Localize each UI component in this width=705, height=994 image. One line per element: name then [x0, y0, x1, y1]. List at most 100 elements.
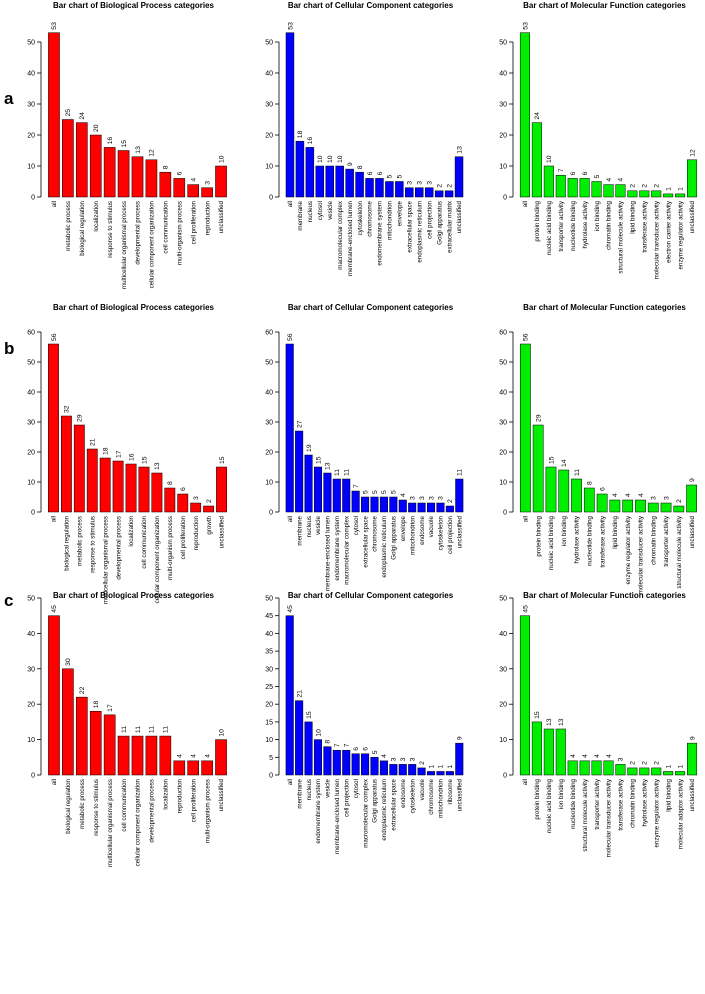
bar-value-label: 14 — [561, 459, 568, 467]
bar-value-label: 5 — [397, 175, 404, 179]
bar-value-label: 5 — [387, 175, 394, 179]
bar-13 — [398, 499, 407, 513]
bar-value-label: 6 — [582, 171, 589, 175]
bar-value-label: 12 — [149, 149, 156, 157]
bar-value-label: 13 — [558, 718, 565, 726]
category-label: cellular component organization — [149, 200, 156, 288]
category-label: all — [51, 201, 58, 207]
bar-15 — [687, 159, 698, 198]
bar-15 — [687, 742, 698, 776]
bar-value-label: 2 — [436, 184, 443, 188]
bar-9 — [615, 184, 626, 198]
bar-6 — [335, 165, 344, 198]
bar-value-label: 9 — [689, 736, 696, 740]
bar-6 — [112, 460, 124, 513]
chart-title: Bar chart of Biological Process categori… — [53, 591, 214, 600]
category-label: biological regulation — [64, 515, 71, 570]
bar-4 — [555, 728, 566, 776]
y-tick-label: 30 — [265, 420, 273, 427]
y-tick-label: 20 — [499, 133, 507, 140]
bar-1 — [285, 615, 294, 776]
bar-10 — [173, 178, 186, 198]
bar-9 — [365, 178, 374, 198]
bar-10 — [375, 178, 384, 198]
category-label: cell proliferation — [190, 200, 197, 244]
chart-title: Bar chart of Molecular Function categori… — [523, 591, 686, 600]
bar-value-label: 7 — [353, 484, 360, 488]
bar-value-label: 3 — [663, 496, 670, 500]
category-label: endomembrane system — [377, 201, 384, 266]
bar-value-label: 13 — [325, 462, 332, 470]
bar-value-label: 15 — [121, 140, 128, 148]
bar-value-label: 8 — [163, 165, 170, 169]
bar-value-label: 8 — [357, 165, 364, 169]
bar-2 — [295, 430, 304, 513]
bar-value-label: 22 — [79, 686, 86, 694]
y-tick-label: 50 — [499, 40, 507, 47]
bar-value-label: 7 — [334, 743, 341, 747]
bar-value-label: 25 — [65, 109, 72, 117]
bar-7 — [131, 156, 144, 198]
bar-4 — [315, 165, 325, 198]
bar-value-label: 6 — [367, 171, 374, 175]
category-label: endosome — [419, 515, 426, 544]
bar-value-label: 3 — [193, 496, 200, 500]
bar-18 — [454, 156, 464, 198]
bar-2 — [62, 668, 74, 776]
y-tick-label: 30 — [499, 666, 507, 673]
category-label: macromolecular complex — [343, 515, 350, 585]
bar-8 — [145, 159, 158, 198]
bar-11 — [647, 502, 659, 513]
bar-value-label: 1 — [665, 764, 672, 768]
category-label: metabolic process — [79, 779, 86, 829]
bar-value-label: 24 — [79, 112, 86, 120]
bar-11 — [639, 767, 650, 776]
bar-16 — [434, 190, 444, 198]
category-label: protein binding — [535, 515, 542, 556]
y-tick-label: 10 — [499, 480, 507, 487]
y-tick-label: 10 — [265, 480, 273, 487]
y-tick-label: 20 — [27, 450, 35, 457]
bar-14 — [675, 193, 686, 198]
bar-value-label: 1 — [438, 764, 445, 768]
bar-value-label: 4 — [570, 754, 577, 758]
bar-11 — [385, 181, 394, 198]
category-label: unclassified — [456, 200, 463, 233]
category-label: all — [287, 201, 294, 207]
bar-10 — [635, 499, 646, 513]
bar-value-label: 3 — [426, 181, 433, 185]
bar-19 — [455, 742, 464, 776]
bar-value-label: 9 — [457, 736, 464, 740]
category-label: endoplasmic reticulum — [416, 201, 423, 263]
bar-9 — [615, 764, 626, 776]
y-tick-label: 30 — [499, 420, 507, 427]
category-label: response to stimulus — [93, 779, 100, 836]
category-label: localization — [128, 515, 135, 546]
y-tick-label: 40 — [265, 390, 273, 397]
bar-10 — [627, 767, 638, 776]
bar-value-label: 11 — [135, 726, 142, 733]
category-label: multi-organism process — [167, 516, 174, 580]
bar-value-label: 5 — [362, 490, 369, 494]
category-label: protein binding — [534, 200, 541, 241]
category-label: lipid binding — [665, 778, 672, 811]
bar-value-label: 8 — [167, 481, 174, 485]
bar-7 — [591, 181, 602, 198]
bar-value-label: 13 — [135, 146, 142, 154]
y-tick-label: 30 — [27, 102, 35, 109]
bar-value-label: 27 — [296, 420, 303, 428]
bar-value-label: 32 — [64, 405, 71, 413]
category-label: vacuole — [428, 515, 435, 537]
bar-value-label: 11 — [334, 469, 341, 476]
bar-14 — [408, 764, 417, 776]
category-label: unclassified — [218, 200, 225, 233]
bar-value-label: 6 — [353, 747, 360, 751]
y-tick-label: 40 — [27, 71, 35, 78]
bar-value-label: 6 — [177, 171, 184, 175]
category-label: cell projection — [426, 200, 433, 238]
category-label: enzyme regulator activity — [677, 200, 684, 269]
bar-12 — [389, 764, 398, 776]
bar-7 — [591, 760, 602, 776]
bar-14 — [675, 771, 686, 776]
bar-value-label: 11 — [149, 726, 156, 733]
